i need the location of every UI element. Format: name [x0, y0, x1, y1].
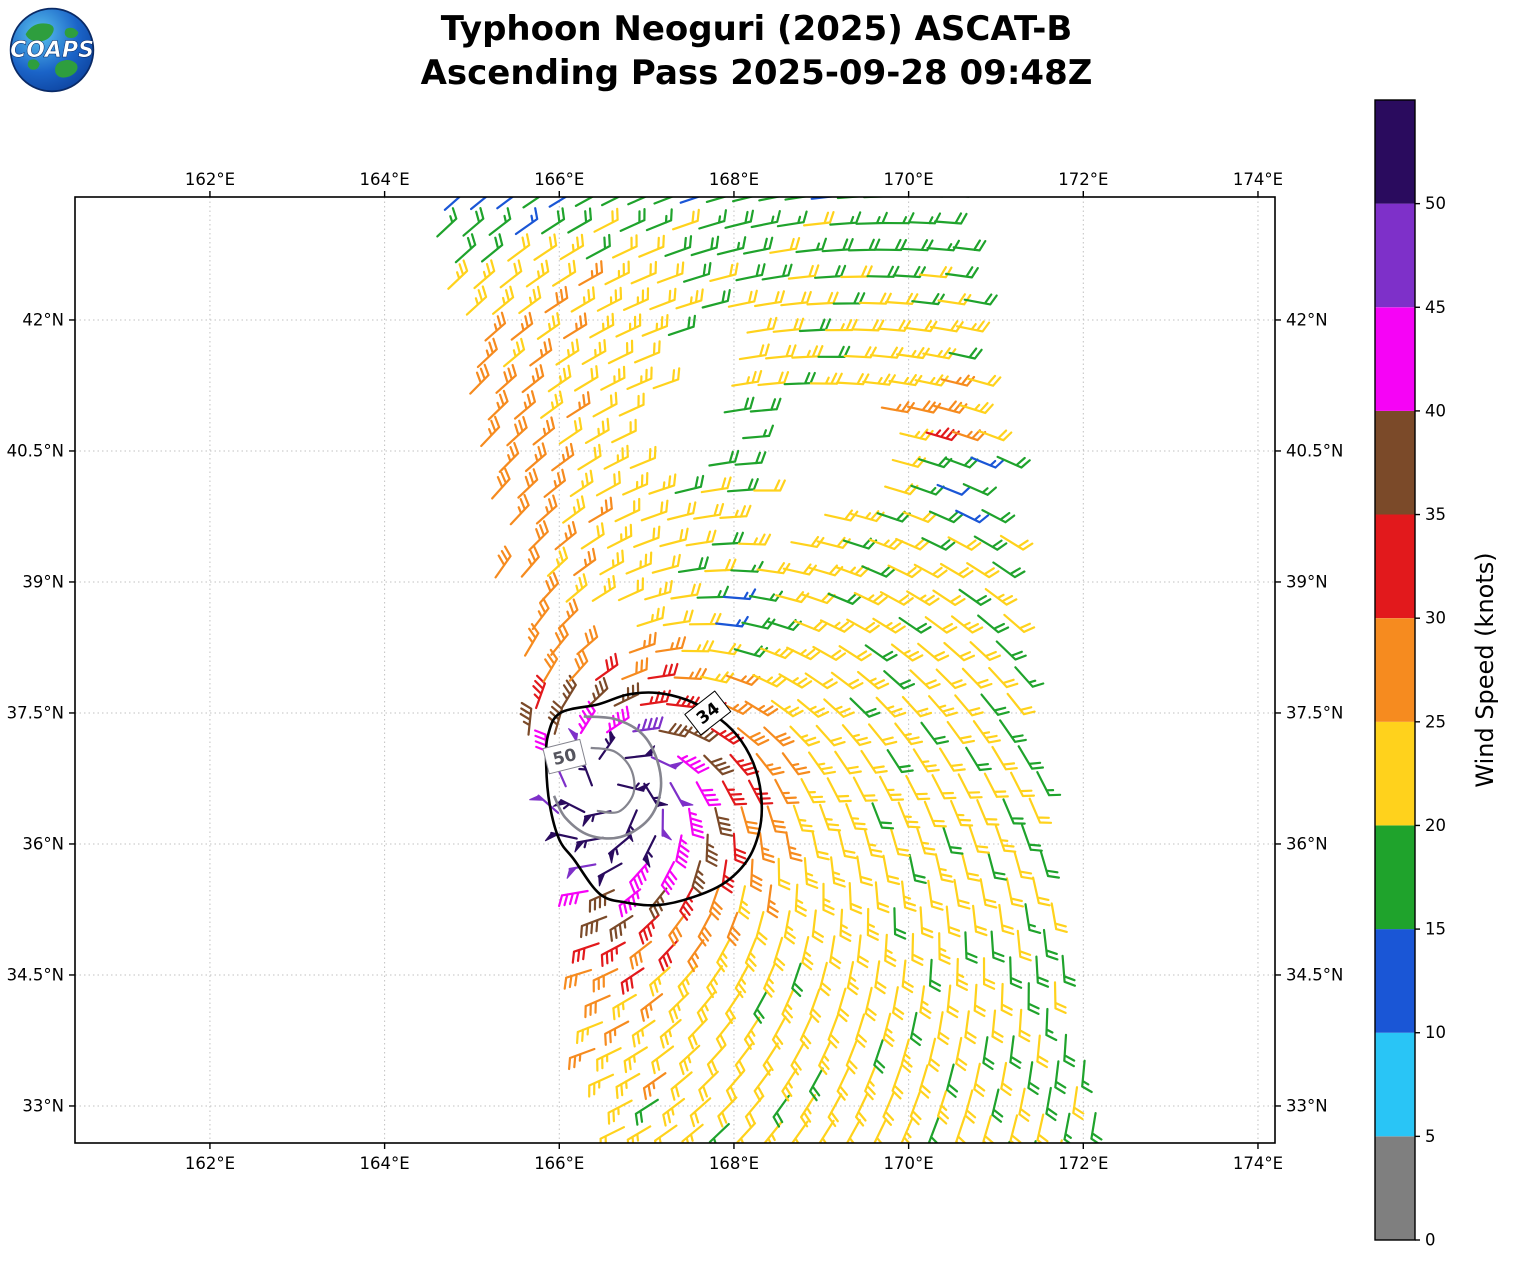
svg-text:164°E: 164°E [360, 170, 410, 189]
wind-barb-field [436, 197, 1103, 1143]
svg-text:170°E: 170°E [884, 170, 934, 189]
svg-text:172°E: 172°E [1058, 170, 1108, 189]
svg-text:162°E: 162°E [185, 170, 235, 189]
svg-text:30: 30 [1425, 609, 1446, 628]
svg-text:40.5°N: 40.5°N [1286, 441, 1343, 460]
svg-text:174°E: 174°E [1233, 170, 1283, 189]
svg-text:174°E: 174°E [1233, 1154, 1283, 1173]
svg-text:39°N: 39°N [1286, 572, 1328, 591]
svg-text:36°N: 36°N [1286, 834, 1328, 853]
svg-text:36°N: 36°N [22, 834, 64, 853]
svg-text:168°E: 168°E [709, 1154, 759, 1173]
globe-icon: COAPS [9, 7, 95, 93]
svg-text:20: 20 [1425, 816, 1446, 835]
svg-text:162°E: 162°E [185, 1154, 235, 1173]
grid-lines [75, 197, 1275, 1143]
svg-text:40: 40 [1425, 401, 1446, 420]
axis-ticks [69, 191, 1281, 1149]
title-line1: Typhoon Neoguri (2025) ASCAT-B [440, 9, 1073, 49]
svg-text:170°E: 170°E [884, 1154, 934, 1173]
coaps-logo: COAPS [8, 6, 96, 94]
axis-tick-labels: 162°E 162°E 164°E 164°E 166°E 166°E 168°E 168°E… [7, 170, 1344, 1173]
svg-text:40.5°N: 40.5°N [7, 441, 64, 460]
figure-title: Typhoon Neoguri (2025) ASCAT-B Ascending… [0, 8, 1513, 95]
colorbar-label: Wind Speed (knots) [1471, 552, 1499, 787]
svg-text:164°E: 164°E [360, 1154, 410, 1173]
plot-frame [74, 196, 1276, 1144]
colorbar: 0 5 10 15 20 25 30 35 40 45 50 Wind Speed (knots) [1374, 99, 1499, 1250]
svg-text:0: 0 [1425, 1231, 1436, 1250]
svg-text:166°E: 166°E [534, 170, 584, 189]
svg-text:45: 45 [1425, 298, 1446, 317]
svg-text:34.5°N: 34.5°N [1286, 965, 1343, 984]
svg-text:37.5°N: 37.5°N [7, 703, 64, 722]
svg-text:166°E: 166°E [534, 1154, 584, 1173]
contour-label: 34 [684, 690, 732, 736]
title-line2: Ascending Pass 2025-09-28 09:48Z [420, 52, 1093, 93]
svg-text:42°N: 42°N [22, 310, 64, 329]
svg-text:25: 25 [1425, 712, 1446, 731]
contour-label: 50 [542, 738, 587, 775]
svg-text:168°E: 168°E [709, 170, 759, 189]
svg-text:35: 35 [1425, 505, 1446, 524]
svg-text:42°N: 42°N [1286, 310, 1328, 329]
wind-contours: 34 50 [542, 690, 764, 907]
svg-text:33°N: 33°N [1286, 1096, 1328, 1115]
svg-text:5: 5 [1425, 1127, 1436, 1146]
svg-text:34.5°N: 34.5°N [7, 965, 64, 984]
svg-text:50: 50 [1425, 194, 1446, 213]
svg-text:10: 10 [1425, 1023, 1446, 1042]
svg-text:33°N: 33°N [22, 1096, 64, 1115]
svg-text:15: 15 [1425, 920, 1446, 939]
svg-text:39°N: 39°N [22, 572, 64, 591]
svg-text:37.5°N: 37.5°N [1286, 703, 1343, 722]
logo-text: COAPS [10, 38, 94, 63]
svg-text:172°E: 172°E [1058, 1154, 1108, 1173]
colorbar-frame [1374, 99, 1416, 1241]
